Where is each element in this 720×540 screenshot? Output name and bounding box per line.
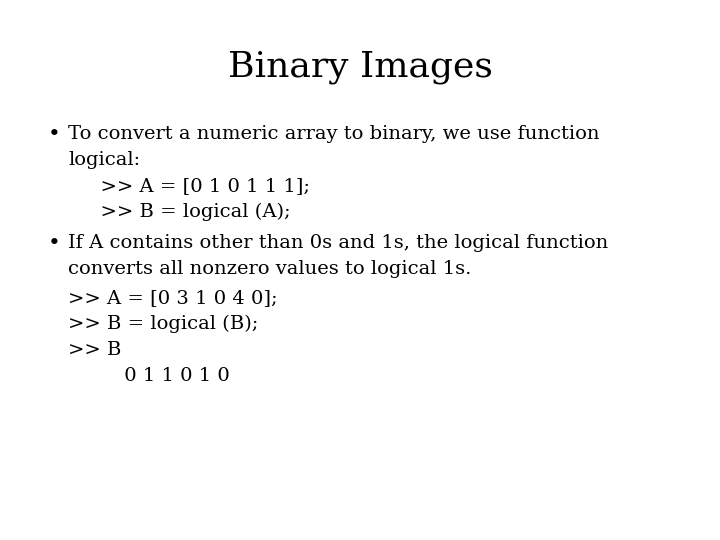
Text: To convert a numeric array to binary, we use function: To convert a numeric array to binary, we… — [68, 125, 600, 143]
Text: •: • — [48, 234, 60, 253]
Text: Binary Images: Binary Images — [228, 50, 492, 84]
Text: 0 1 1 0 1 0: 0 1 1 0 1 0 — [68, 367, 230, 385]
Text: >> B: >> B — [68, 341, 122, 359]
Text: >> A = [0 1 0 1 1 1];: >> A = [0 1 0 1 1 1]; — [88, 177, 310, 195]
Text: If A contains other than 0s and 1s, the logical function: If A contains other than 0s and 1s, the … — [68, 234, 608, 252]
Text: converts all nonzero values to logical 1s.: converts all nonzero values to logical 1… — [68, 260, 472, 278]
Text: logical:: logical: — [68, 151, 140, 169]
Text: •: • — [48, 125, 60, 144]
Text: >> B = logical (A);: >> B = logical (A); — [88, 203, 291, 221]
Text: >> A = [0 3 1 0 4 0];: >> A = [0 3 1 0 4 0]; — [68, 289, 278, 307]
Text: >> B = logical (B);: >> B = logical (B); — [68, 315, 258, 333]
